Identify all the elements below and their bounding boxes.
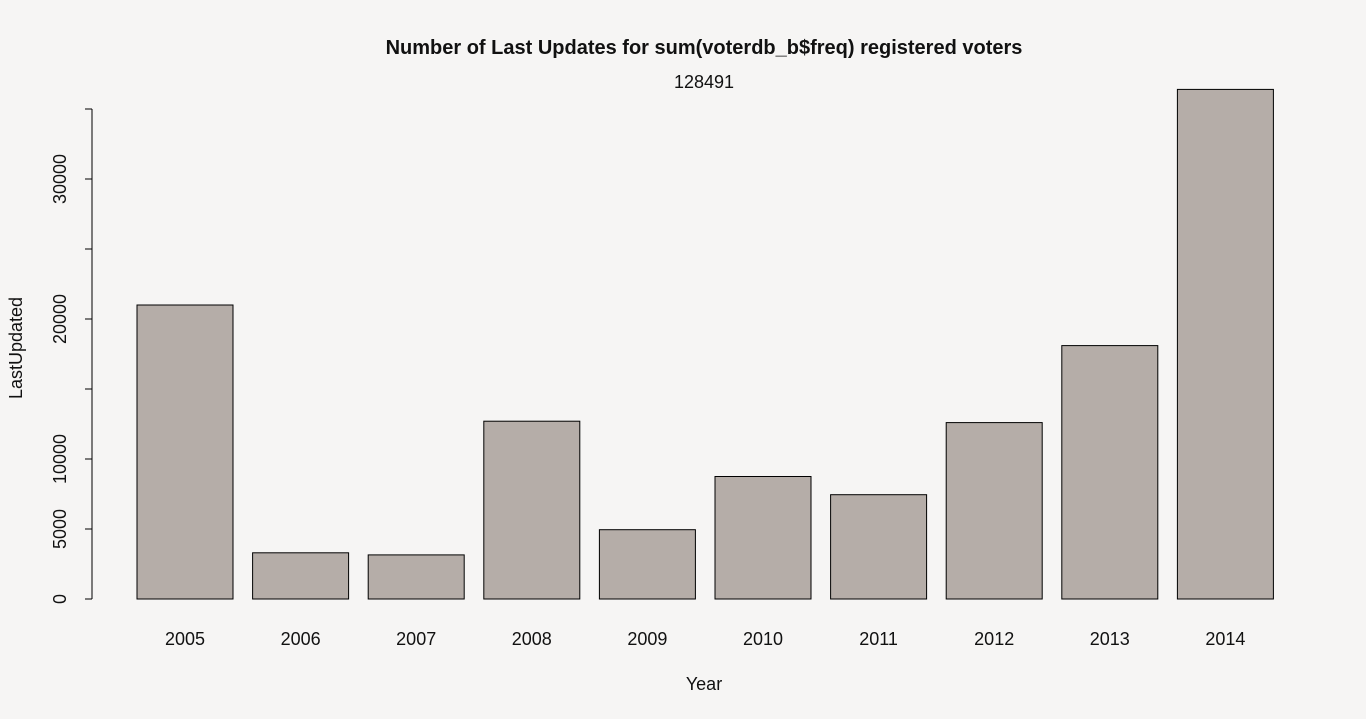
bar-2013: [1061, 345, 1159, 600]
bars-group: [136, 88, 1274, 600]
y-tick-label: 20000: [50, 294, 70, 344]
bar-2008: [483, 420, 581, 600]
bar-2011: [830, 494, 928, 600]
x-tick-label: 2009: [627, 629, 667, 649]
chart-subtitle: 128491: [674, 72, 734, 92]
y-tick-label: 30000: [50, 154, 70, 204]
x-tick-label: 2010: [743, 629, 783, 649]
x-tick-label: 2006: [281, 629, 321, 649]
x-tick-label: 2013: [1090, 629, 1130, 649]
y-axis: 0 5000 10000 20000 30000: [50, 108, 93, 604]
y-tick-label: 0: [50, 594, 70, 604]
y-tick-label: 5000: [50, 509, 70, 549]
bar-2005: [136, 304, 234, 600]
y-tick-label: 10000: [50, 434, 70, 484]
x-tick-label: 2012: [974, 629, 1014, 649]
x-tick-label: 2011: [859, 629, 898, 649]
x-tick-label: 2014: [1205, 629, 1245, 649]
bar-2010: [714, 476, 812, 600]
bar-2007: [367, 554, 465, 600]
x-tick-label: 2005: [165, 629, 205, 649]
bar-2009: [598, 529, 696, 600]
y-axis-label: LastUpdated: [6, 297, 26, 399]
bar-2014: [1176, 88, 1274, 600]
x-tick-label: 2007: [396, 629, 436, 649]
x-tick-label: 2008: [512, 629, 552, 649]
x-axis-label: Year: [686, 674, 722, 694]
bar-2012: [945, 422, 1043, 600]
x-tick-labels: 2005 2006 2007 2008 2009 2010 2011 2012 2013 2014: [165, 629, 1245, 649]
chart-title: Number of Last Updates for sum(voterdb_b…: [386, 37, 1023, 59]
bar-2006: [252, 552, 350, 600]
